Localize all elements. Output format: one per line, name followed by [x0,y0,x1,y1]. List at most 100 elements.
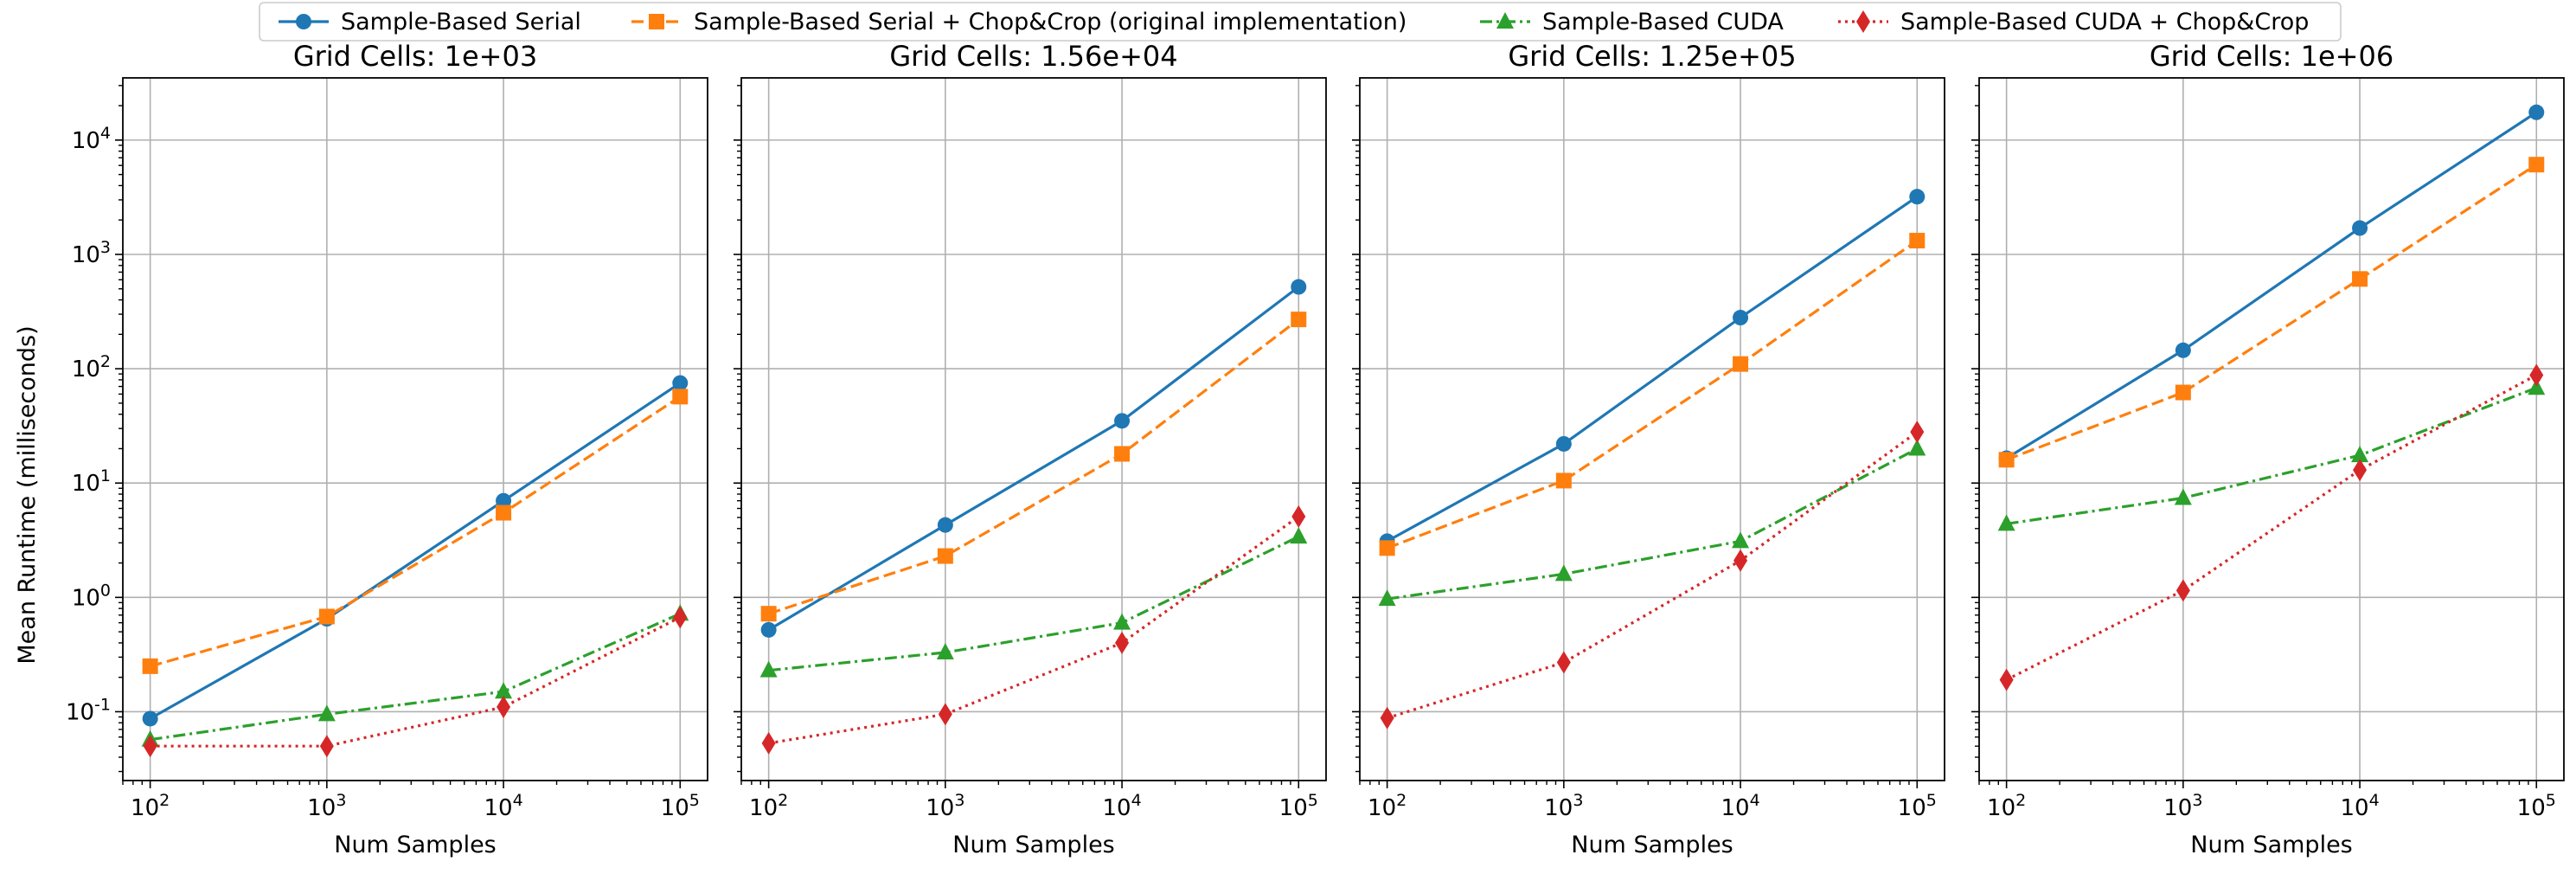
grid [1979,78,2564,781]
x-axis-label: Num Samples [1571,832,1733,858]
series-line [1386,195,1919,543]
data-point [1291,504,1306,528]
data-point [1733,549,1748,572]
y-tick-label: 10-1 [66,695,111,725]
x-axis-label: Num Samples [952,832,1115,858]
series-line [150,395,682,668]
x-tick-label: 102 [131,791,170,821]
legend-entry-4: Sample-Based CUDA + Chop&Crop [1838,9,2309,35]
data-point [2351,446,2369,463]
x-tick-label: 104 [2340,791,2379,821]
legend: Sample-Based Serial Sample-Based Serial +… [259,2,2342,42]
subplot-2: 102 103 104 105 Grid Cells: 1.56e+04 Num Samp… [734,40,1327,858]
series-line [768,515,1300,745]
data-point [2174,488,2192,505]
y-tick-label: 102 [72,352,111,382]
data-point [142,710,158,727]
data-point [938,703,952,726]
subplot-1: 102 103 104 105 10-1 100 101 102 103 104 Grid Cell… [66,40,708,858]
data-point [1998,452,2015,468]
series-1 [760,279,1307,638]
data-point [2353,459,2368,482]
data-point [142,658,158,674]
data-point [1909,189,1926,205]
subplot-title: Grid Cells: 1e+03 [293,40,537,73]
axes-frame [1359,77,1945,781]
y-tick-label: 104 [72,124,111,154]
x-tick-label: 105 [1898,791,1937,821]
data-point [2175,384,2191,401]
legend-marker [1496,12,1514,29]
subplot-4: 102 103 104 105 Grid Cells: 1e+06 Num Samples [1971,40,2565,858]
y-axis-label: Mean Runtime (milliseconds) [14,325,41,664]
legend-entry-2: Sample-Based Serial + Chop&Crop (origina… [631,9,1407,35]
data-point [497,695,511,718]
data-point [1910,421,1925,444]
series-line [2005,373,2538,682]
legend-entry-1: Sample-Based Serial [279,9,581,35]
data-point [937,548,953,564]
y-tick-label: 103 [72,238,111,268]
data-point [759,660,778,678]
data-point [1997,514,2015,531]
legend-label: Sample-Based CUDA + Chop&Crop [1900,9,2309,35]
data-point [1999,668,2014,691]
subplot-title: Grid Cells: 1.25e+05 [1508,40,1796,73]
legend-label: Sample-Based Serial + Chop&Crop (origina… [694,9,1407,35]
y-tick-label: 101 [72,466,111,497]
grid [123,78,708,781]
data-point [2175,342,2191,358]
x-axis-label: Num Samples [334,832,497,858]
x-tick-label: 102 [1368,791,1407,821]
data-point [672,375,689,391]
data-point [2352,271,2368,287]
series-line [2005,111,2538,459]
series-line [1387,447,1919,601]
x-tick-label: 105 [661,791,700,821]
data-point [1114,413,1131,429]
panels: 102 103 104 105 10-1 100 101 102 103 104 Grid Cell… [66,40,2565,858]
data-point [317,704,336,722]
series-2 [1998,157,2545,468]
series-2 [142,389,689,674]
series-line [149,382,682,720]
data-point [2176,579,2190,602]
data-point [1115,631,1130,654]
data-point [496,504,512,521]
data-point [496,492,512,509]
data-point [1733,310,1749,326]
series-line [150,612,681,742]
axes-frame [1978,77,2565,781]
data-point [1554,564,1573,582]
data-point [2528,378,2546,395]
x-tick-label: 102 [1987,791,2026,821]
x-tick-label: 104 [1102,791,1141,821]
data-point [143,735,157,758]
data-point [760,606,777,622]
data-point [1114,446,1131,462]
data-point [319,735,334,758]
x-tick-label: 103 [1544,791,1583,821]
data-point [495,682,513,699]
data-point [1732,531,1750,549]
x-tick-label: 103 [926,791,964,821]
legend-entry-3: Sample-Based CUDA [1480,9,1784,35]
series-4 [1999,363,2544,691]
data-point [1113,613,1131,630]
x-axis-label: Num Samples [2190,832,2353,858]
x-tick-label: 103 [2163,791,2202,821]
data-point [2352,220,2368,236]
data-point [672,389,689,405]
subplot-3: 102 103 104 105 Grid Cells: 1.25e+05 Num Samp… [1352,40,1945,858]
x-tick-label: 104 [1721,791,1759,821]
series-4 [143,606,688,758]
data-point [673,606,688,629]
data-point [936,642,954,659]
series-line [2006,163,2538,461]
data-point [1555,435,1572,452]
data-point [1733,356,1749,372]
legend-marker [1856,10,1870,33]
subplot-title: Grid Cells: 1e+06 [2150,40,2393,73]
legend-label: Sample-Based CUDA [1542,9,1784,35]
